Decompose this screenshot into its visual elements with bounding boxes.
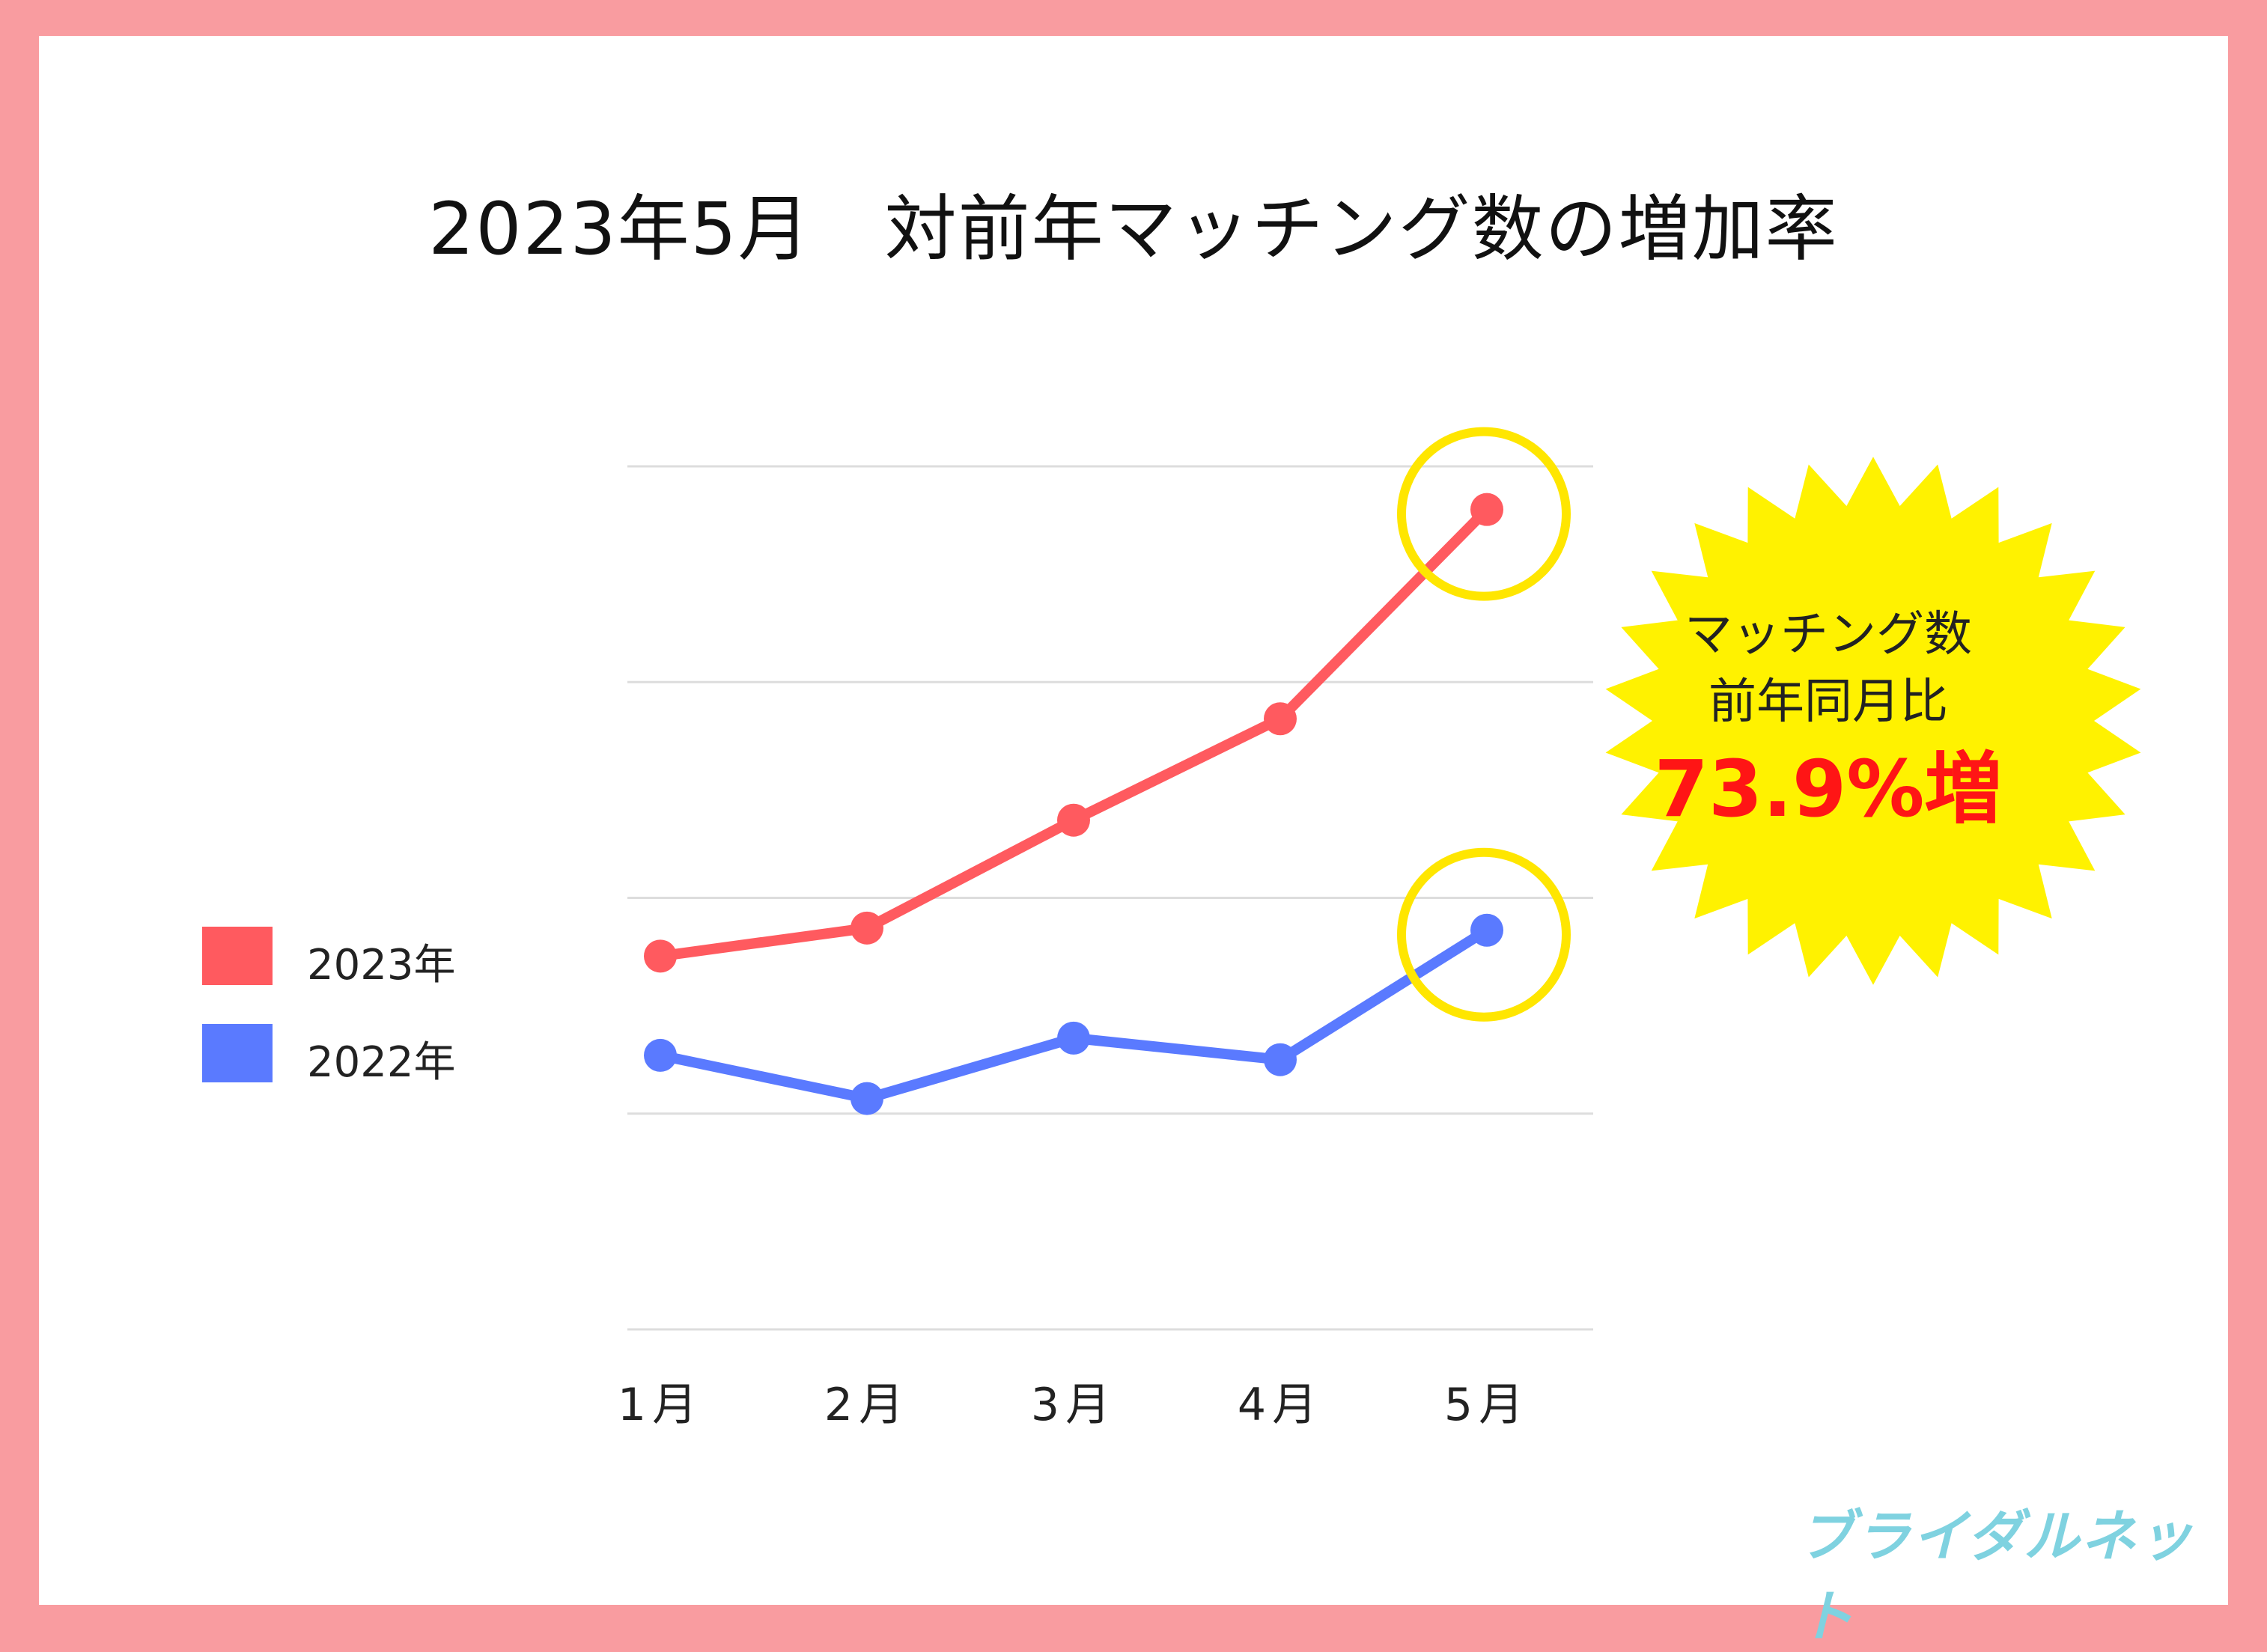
gridlines — [627, 465, 1593, 1331]
data-point-2022年-2月 — [850, 1082, 883, 1115]
data-point-2023年-3月 — [1057, 803, 1090, 837]
callout-line2: 前年同月比 — [1708, 674, 1948, 730]
x-tick-label: 1月 — [617, 1379, 704, 1431]
legend-swatch-2023 — [202, 927, 273, 985]
data-point-2023年-1月 — [644, 939, 677, 973]
legend-label-2022: 2022年 — [307, 1038, 456, 1087]
legend-label-2023: 2023年 — [307, 941, 456, 990]
x-tick-label: 5月 — [1443, 1379, 1530, 1431]
highlight-circle-2022年 — [1397, 847, 1571, 1022]
x-tick-label: 3月 — [1030, 1379, 1117, 1431]
legend-swatch-2022 — [202, 1024, 273, 1082]
callout-text: マッチング数 前年同月比 73.9%増 — [1589, 601, 2068, 838]
callout-line1: マッチング数 — [1685, 607, 1972, 662]
brand-logo: ブライダルネット — [1798, 1505, 2195, 1649]
series-line-2022年 — [659, 925, 1490, 1104]
data-point-2023年-4月 — [1264, 702, 1297, 736]
highlight-circle-2023年 — [1397, 427, 1571, 601]
data-point-2022年-5月 — [1470, 913, 1503, 947]
chart-card: 2023年5月 対前年マッチング数の増加率 2023年 2022年 1月 2月 … — [39, 36, 2228, 1649]
x-tick-label: 4月 — [1237, 1379, 1324, 1431]
line-chart — [627, 427, 2141, 1331]
highlight-circles — [1397, 427, 1571, 1022]
data-point-2023年-2月 — [850, 911, 883, 945]
starburst-callout-shape — [1605, 457, 2141, 985]
data-point-2023年-5月 — [1470, 493, 1503, 526]
callout-stat: 73.9%増 — [1654, 743, 2003, 835]
data-point-2022年-1月 — [644, 1038, 677, 1072]
data-point-2022年-3月 — [1057, 1021, 1090, 1055]
data-point-2022年-4月 — [1264, 1043, 1297, 1076]
chart-title: 2023年5月 対前年マッチング数の増加率 — [428, 187, 1839, 271]
x-tick-label: 2月 — [824, 1379, 910, 1431]
data-points — [644, 493, 1503, 1115]
series-line-2023年 — [660, 505, 1491, 962]
